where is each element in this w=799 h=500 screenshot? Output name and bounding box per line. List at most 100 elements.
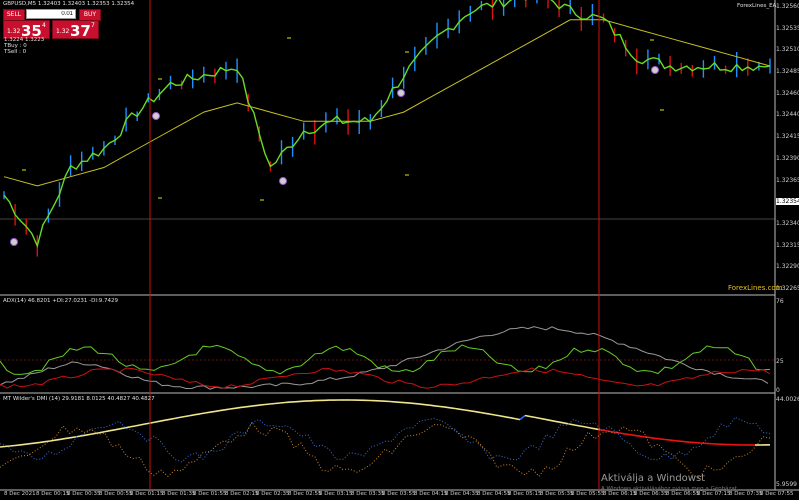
- dmi-main-line: [454, 407, 461, 411]
- minus-di-line: [0, 367, 771, 389]
- dmi-main-line: [529, 415, 536, 419]
- time-axis-label: 8 Dec 04:15: [414, 491, 448, 497]
- dmi-main-line: [54, 438, 61, 441]
- dmi-main-line: [209, 410, 216, 413]
- dmi-main-line: [654, 437, 661, 440]
- buy-price-fraction: 7: [91, 22, 95, 29]
- dmi-main-line: [479, 411, 486, 415]
- dmi-main-line: [169, 417, 176, 421]
- dmi-main-line: [519, 414, 526, 421]
- time-axis-label: 8 Dec 00:15: [36, 491, 70, 497]
- price-scale-label: 1.32560: [776, 3, 799, 10]
- price-scale-label: 1.32415: [776, 133, 799, 140]
- dmi-main-line: [79, 434, 86, 437]
- windows-activation-subtitle: A Windows aktiválásához nyissa meg a Gép…: [601, 486, 739, 492]
- plus-di-line: [0, 344, 771, 375]
- dmi-main-line: [274, 402, 281, 405]
- dmi-main-line: [34, 441, 41, 444]
- dmi-main-line: [664, 438, 671, 441]
- dmi-main-line: [424, 403, 431, 406]
- dmi-main-line: [509, 416, 516, 420]
- time-axis-label: 8 Dec 00:35: [67, 491, 101, 497]
- dmi-main-line: [629, 433, 636, 437]
- dmi-scale-label: 5.9599: [776, 481, 797, 488]
- dmi-main-line: [159, 419, 166, 422]
- dmi-main-line: [674, 439, 681, 442]
- info-tbuy: TBuy : 0: [4, 43, 27, 49]
- dmi-main-line: [264, 403, 271, 406]
- dmi-main-line: [224, 408, 231, 411]
- time-axis-label: 8 Dec 02:35: [256, 491, 290, 497]
- price-scale-label: 1.32535: [776, 25, 799, 32]
- dmi-main-line: [484, 412, 491, 415]
- sell-price-prefix: 1.32: [7, 28, 21, 35]
- time-axis-label: 8 Dec 05:35: [540, 491, 574, 497]
- dmi-main-line: [99, 430, 106, 434]
- dmi-main-line: [534, 416, 541, 420]
- dmi-main-line: [134, 424, 141, 427]
- time-axis-label: 8 Dec 01:55: [193, 491, 227, 497]
- dmi-main-line: [539, 417, 546, 421]
- dmi-main-line: [204, 411, 211, 414]
- price-scale-label: 1.32440: [776, 111, 799, 118]
- dmi-title: MT Wilder's DMI (14) 29.9181 8.0125 40.4…: [3, 396, 155, 402]
- one-click-trade-panel: SELL BUY 1.32 35 4 1.32 37 7: [3, 9, 101, 40]
- dmi-main-line: [189, 413, 196, 417]
- dmi-main-line: [249, 404, 256, 408]
- time-axis-label: 8 Dec 02:15: [225, 491, 259, 497]
- dmi-main-line: [679, 440, 686, 443]
- time-axis-label: 8 Dec 06:35: [634, 491, 668, 497]
- dmi-main-line: [229, 407, 236, 410]
- price-scale-label: 1.32460: [776, 90, 799, 97]
- time-axis-label: 8 Dec 06:15: [603, 491, 637, 497]
- dmi-main-line: [184, 414, 191, 418]
- dmi-main-line: [659, 438, 666, 441]
- dmi-main-line: [469, 410, 476, 413]
- dmi-main-line: [619, 432, 626, 435]
- dmi-main-line: [144, 422, 151, 425]
- dmi-main-line: [124, 426, 131, 429]
- slow-moving-average: [3, 19, 771, 187]
- dmi-main-line: [234, 406, 241, 410]
- signal-circle-icon: [651, 66, 659, 74]
- windows-activation-title: Aktiválja a Windowst: [601, 473, 706, 484]
- dmi-main-line: [149, 421, 156, 424]
- dmi-main-line: [409, 402, 416, 405]
- price-scale-label: 1.32510: [776, 46, 799, 53]
- adx-pane: [0, 326, 775, 390]
- dmi-main-line: [89, 432, 96, 436]
- dmi-main-line: [269, 402, 276, 405]
- time-axis-label: 8 Dec 03:15: [319, 491, 353, 497]
- dmi-main-line: [449, 407, 456, 410]
- price-scale-label: 1.32315: [776, 242, 799, 249]
- dmi-main-line: [219, 409, 226, 412]
- dmi-main-line: [474, 410, 481, 414]
- time-axis-label: 8 Dec 07:35: [729, 491, 763, 497]
- dmi-main-line: [129, 425, 136, 428]
- dmi-main-line: [9, 444, 16, 447]
- dmi-main-line: [499, 415, 506, 418]
- dmi-main-line: [174, 416, 181, 420]
- dmi-main-line: [84, 433, 91, 437]
- symbol-info: GBPUSD,M5 1.32403 1.32403 1.32353 1.3235…: [3, 1, 135, 7]
- price-scale-label: 1.32354: [776, 198, 799, 205]
- price-scale-label: 1.32340: [776, 220, 799, 227]
- sell-price-box[interactable]: 1.32 35 4: [3, 20, 50, 40]
- dmi-main-line: [434, 405, 441, 408]
- price-scale-label: 1.32265: [776, 285, 799, 292]
- dmi-main-line: [609, 430, 616, 434]
- dmi-main-line: [464, 409, 471, 412]
- adx-scale-label: 0: [776, 387, 780, 394]
- dmi-main-line: [139, 423, 146, 426]
- time-axis-label: 8 Dec 2021: [4, 491, 36, 497]
- buy-price-box[interactable]: 1.32 37 7: [52, 20, 99, 40]
- lot-size-input[interactable]: [26, 9, 76, 19]
- adx-scale-label: 76: [776, 298, 784, 305]
- dmi-main-line: [559, 421, 566, 424]
- dmi-main-line: [39, 440, 46, 444]
- dmi-main-line: [669, 439, 676, 442]
- dmi-main-line: [459, 408, 466, 411]
- dmi-main-line: [549, 419, 556, 423]
- dmi-main-line: [119, 427, 126, 430]
